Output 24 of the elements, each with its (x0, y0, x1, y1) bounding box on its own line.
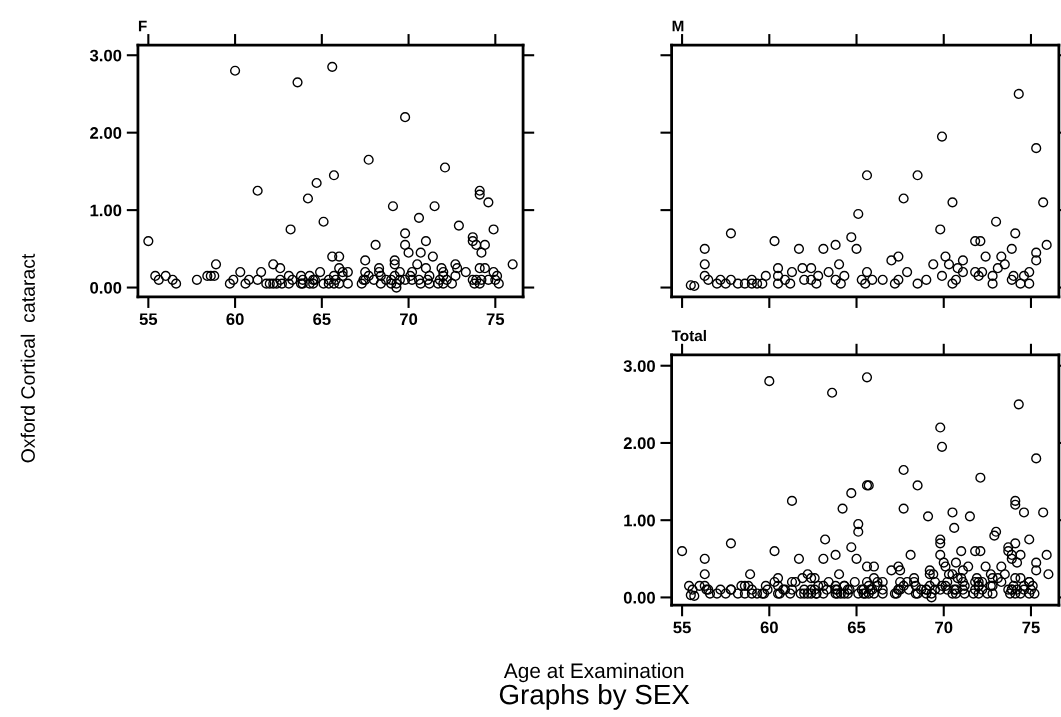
x-tick-label: 60 (226, 313, 244, 326)
chart-title: M (672, 20, 684, 32)
x-tick-label: 65 (313, 313, 331, 326)
x-tick-label: 70 (935, 621, 953, 634)
x-tick-label: 75 (486, 313, 505, 326)
x-axis-title: Age at Examination (503, 662, 684, 683)
text: Graphs by SEX (499, 683, 690, 710)
y-tick-label: 2.00 (623, 437, 655, 450)
x-tick-label: 55 (139, 313, 158, 326)
x-tick-label: 65 (847, 621, 866, 634)
chart-title: F (138, 20, 147, 32)
x-tick-label: 60 (760, 621, 778, 634)
y-tick-label: 1.00 (624, 514, 655, 527)
y-tick-label: 2.00 (90, 127, 122, 139)
y-tick-label: 3.00 (623, 360, 655, 372)
y-axis-title: Oxford Cortical cataract (20, 253, 35, 463)
y-tick-label: 0.00 (623, 591, 655, 604)
y-tick-label: 0.00 (90, 281, 122, 294)
y-tick-label: 1.00 (90, 204, 122, 217)
x-tick-label: 75 (1022, 621, 1040, 634)
chart-title: Total (671, 329, 706, 342)
y-tick-label: 3.00 (89, 49, 122, 62)
x-tick-label: 70 (400, 313, 418, 326)
x-tick-label: 55 (673, 621, 691, 634)
